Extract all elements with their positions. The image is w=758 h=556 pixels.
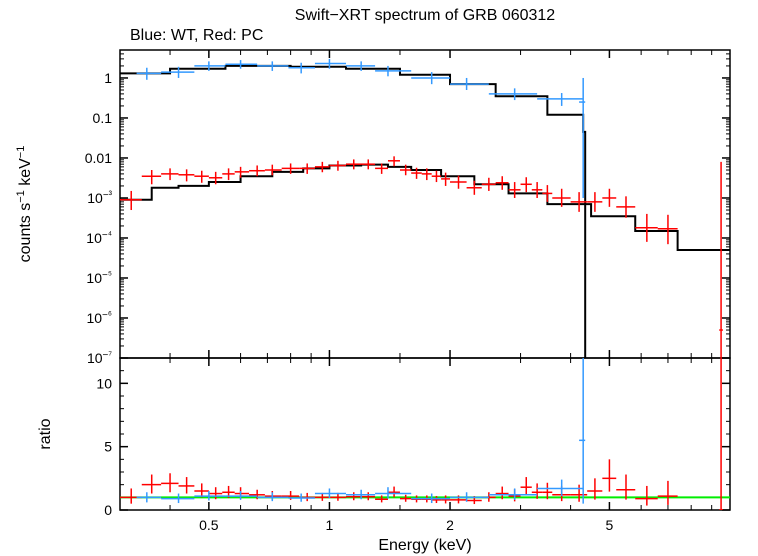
svg-text:10−⁶: 10−⁶ [86,309,112,326]
svg-text:0.1: 0.1 [93,110,113,126]
svg-text:Swift−XRT spectrum of GRB 0603: Swift−XRT spectrum of GRB 060312 [295,7,556,24]
chart-container: Swift−XRT spectrum of GRB 060312 Blue: WT… [0,0,758,556]
svg-text:1: 1 [104,70,112,86]
svg-text:5: 5 [606,517,614,533]
svg-text:10: 10 [96,375,112,391]
svg-text:2: 2 [446,517,454,533]
svg-text:counts s−1 keV−1: counts s−1 keV−1 [15,146,34,263]
svg-text:10−⁴: 10−⁴ [86,229,112,246]
svg-text:10−⁷: 10−⁷ [87,350,112,367]
svg-text:5: 5 [104,439,112,455]
svg-text:1: 1 [326,517,334,533]
svg-text:Blue: WT, Red: PC: Blue: WT, Red: PC [130,27,263,44]
svg-text:0: 0 [104,502,112,518]
svg-text:10−⁵: 10−⁵ [86,269,112,286]
svg-text:ratio: ratio [37,418,54,449]
chart-svg: Swift−XRT spectrum of GRB 060312 Blue: WT… [0,0,758,556]
svg-text:0.01: 0.01 [85,150,112,166]
svg-text:0.5: 0.5 [199,517,219,533]
svg-text:Energy (keV): Energy (keV) [378,537,471,554]
svg-text:10−³: 10−³ [87,189,112,206]
